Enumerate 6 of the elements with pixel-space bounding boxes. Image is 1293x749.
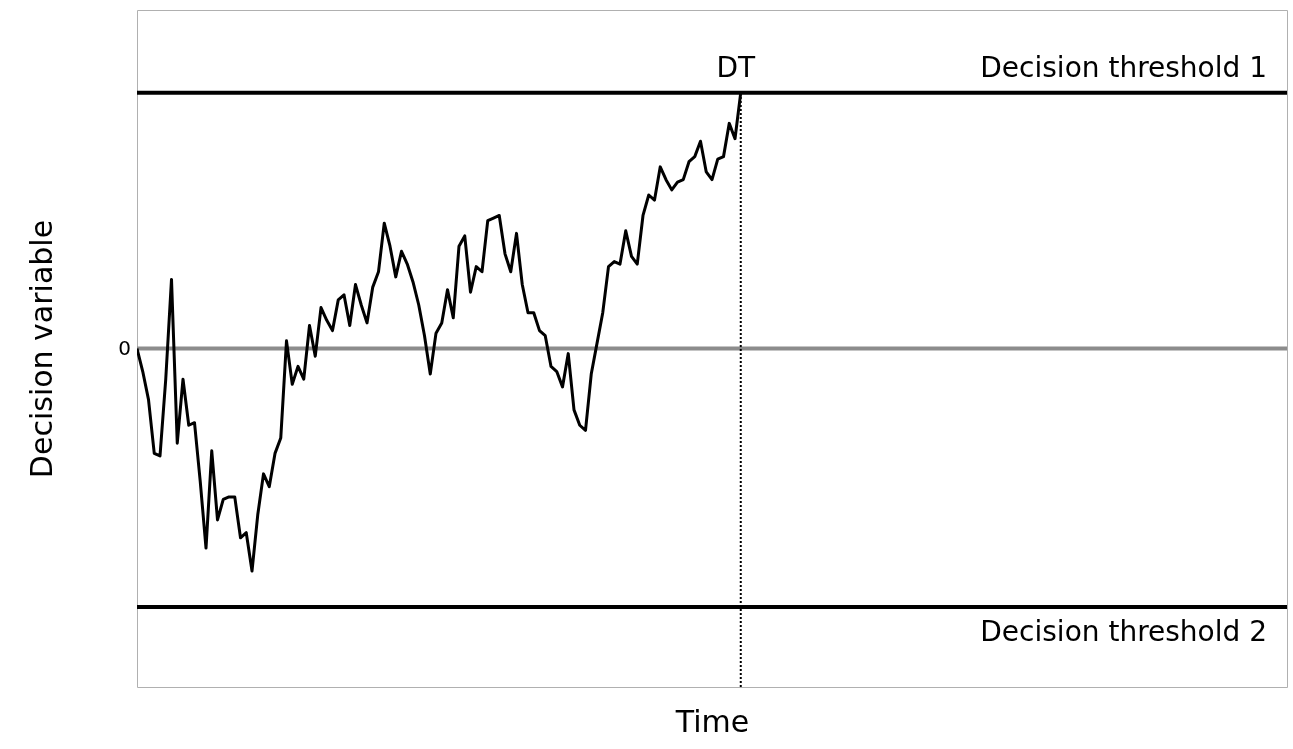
text: DT [716, 50, 756, 84]
ref-line-label: Decision threshold 2 [980, 614, 1267, 648]
text: 0 [118, 335, 131, 360]
x-axis-title: Time [674, 703, 750, 739]
ref-line-label: Decision threshold 1 [980, 50, 1267, 84]
y-axis-title: Decision variable [23, 219, 59, 479]
